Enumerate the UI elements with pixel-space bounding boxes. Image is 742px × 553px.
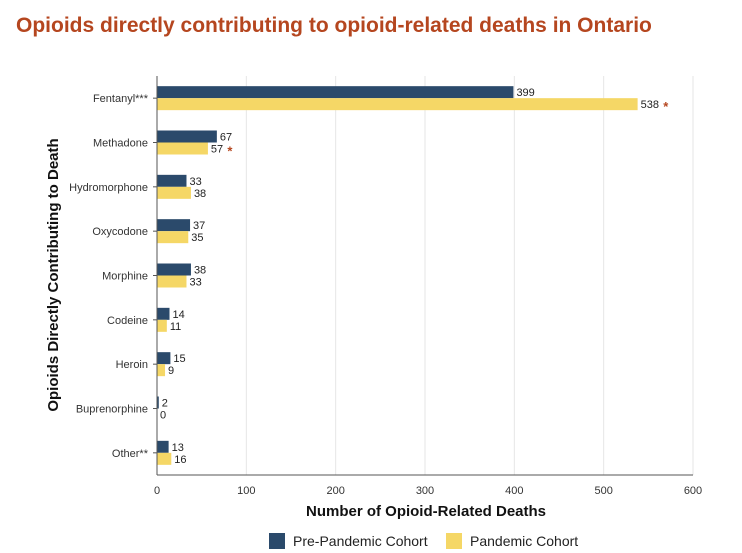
value-label-morphine-pandemic-cohort: 33 [189,277,201,289]
value-label-codeine-pandemic-cohort: 11 [170,321,181,333]
value-label-oxycodone-pandemic-cohort: 35 [191,232,203,244]
legend-label-pre-pandemic: Pre-Pandemic Cohort [293,533,428,549]
value-label-buprenorphine-pre-pandemic-cohort: 2 [162,398,168,410]
category-label-other: Other** [112,448,149,460]
value-label-fentanyl-pandemic-cohort: 538 [641,99,659,111]
x-tick-label-500: 500 [594,485,612,497]
significance-marker-fentanyl: * [663,99,669,114]
y-axis-title: Opioids Directly Contributing to Death [45,138,62,411]
bar-morphine-pandemic-cohort [157,275,187,288]
gridlines [156,76,694,475]
x-tick-label-300: 300 [416,485,434,497]
value-label-oxycodone-pre-pandemic-cohort: 37 [193,220,205,232]
legend-swatch-pandemic [446,533,462,549]
value-label-fentanyl-pre-pandemic-cohort: 399 [516,87,534,99]
value-label-codeine-pre-pandemic-cohort: 14 [173,309,185,321]
bar-codeine-pandemic-cohort [157,319,167,332]
x-tick-label-600: 600 [684,485,702,497]
x-tick-label-200: 200 [326,485,344,497]
category-label-oxycodone: Oxycodone [92,226,148,238]
category-label-heroin: Heroin [116,359,148,371]
legend-swatch-pre-pandemic [269,533,285,549]
bar-methadone-pandemic-cohort [157,142,208,155]
category-label-buprenorphine: Buprenorphine [76,404,148,416]
value-label-heroin-pandemic-cohort: 9 [168,365,174,377]
bar-other-pre-pandemic-cohort [157,440,169,453]
value-label-hydromorphone-pandemic-cohort: 38 [194,188,206,200]
value-label-morphine-pre-pandemic-cohort: 38 [194,265,206,277]
value-label-other-pre-pandemic-cohort: 13 [172,442,184,454]
bar-codeine-pre-pandemic-cohort [157,307,170,320]
value-label-heroin-pre-pandemic-cohort: 15 [173,353,185,365]
x-tick-label-400: 400 [505,485,523,497]
bars [157,86,638,465]
category-label-codeine: Codeine [107,315,148,327]
value-label-other-pandemic-cohort: 16 [174,454,186,466]
bar-oxycodone-pre-pandemic-cohort [157,219,191,232]
value-label-buprenorphine-pandemic-cohort: 0 [160,410,166,422]
x-axis-title: Number of Opioid-Related Deaths [306,503,546,520]
value-label-methadone-pandemic-cohort: 57 [211,144,223,156]
bar-buprenorphine-pre-pandemic-cohort [157,396,159,409]
x-tick-label-100: 100 [237,485,255,497]
legend: Pre-Pandemic Cohort Pandemic Cohort [269,533,578,549]
value-label-methadone-pre-pandemic-cohort: 67 [220,132,232,144]
category-label-fentanyl: Fentanyl*** [93,93,149,105]
bar-heroin-pre-pandemic-cohort [157,352,171,365]
axes: 0 100 200 300 400 500 600 Fentanyl*** Methadone H… [69,76,702,497]
value-label-hydromorphone-pre-pandemic-cohort: 33 [189,176,201,188]
bar-fentanyl-pandemic-cohort [157,98,638,111]
bar-oxycodone-pandemic-cohort [157,231,189,244]
bar-other-pandemic-cohort [157,452,172,465]
bar-hydromorphone-pandemic-cohort [157,186,191,199]
category-label-hydromorphone: Hydromorphone [69,182,148,194]
bar-hydromorphone-pre-pandemic-cohort [157,174,187,187]
bar-heroin-pandemic-cohort [157,364,166,377]
bar-morphine-pre-pandemic-cohort [157,263,191,276]
bar-fentanyl-pre-pandemic-cohort [157,86,514,99]
significance-marker-methadone: * [227,144,233,159]
chart-title: Opioids directly contributing to opioid-… [16,14,652,37]
category-label-morphine: Morphine [102,271,148,283]
legend-label-pandemic: Pandemic Cohort [470,533,578,549]
x-tick-label-0: 0 [154,485,160,497]
bar-methadone-pre-pandemic-cohort [157,130,217,143]
category-label-methadone: Methadone [93,138,148,150]
